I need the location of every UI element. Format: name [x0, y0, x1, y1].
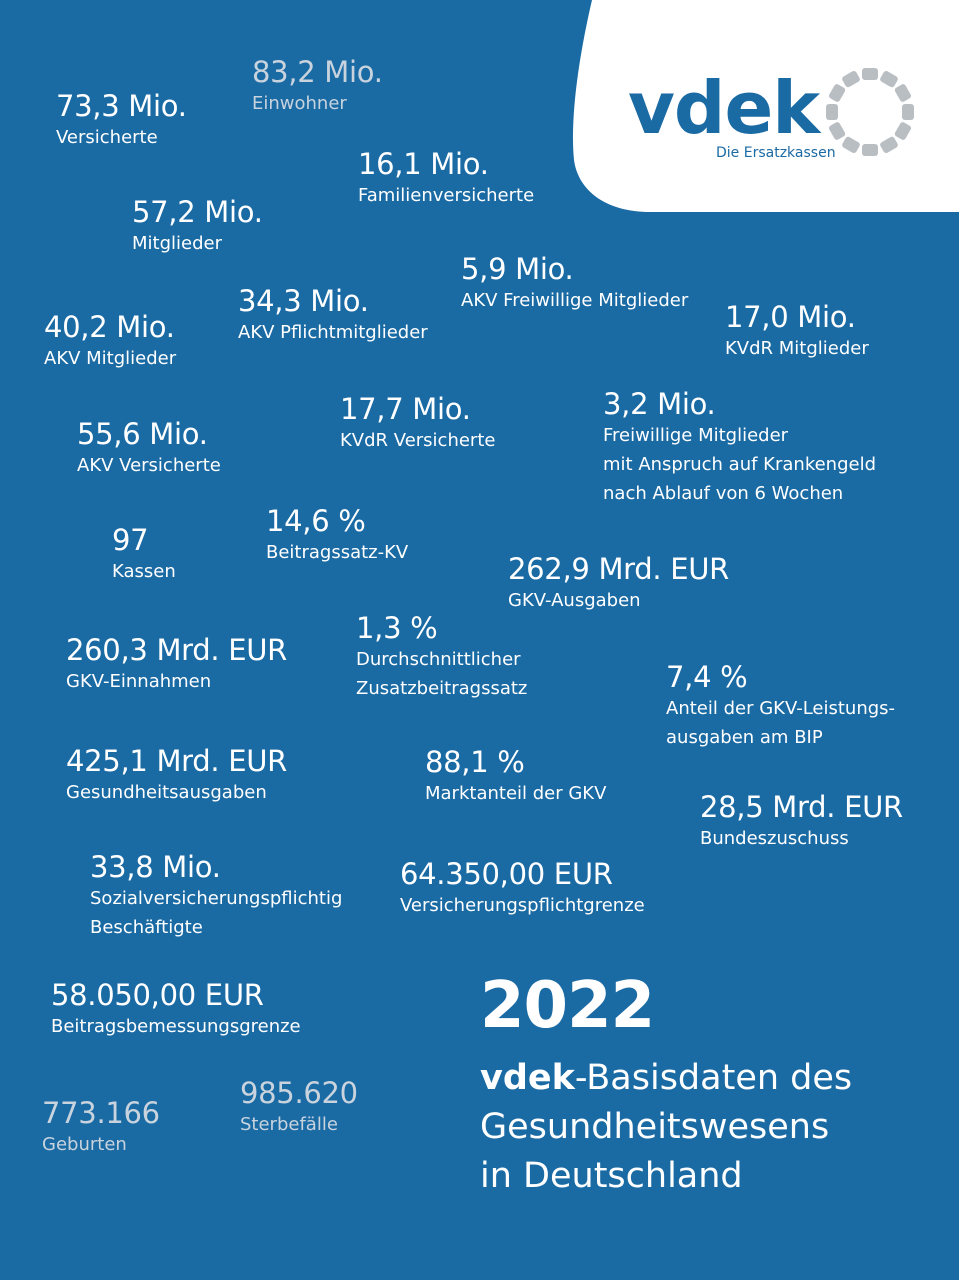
stat-beitragsbemessungsgrenze: 58.050,00 EUR Beitragsbemessungsgrenze [51, 981, 301, 1041]
subtitle-line-1: vdek-Basisdaten des [480, 1054, 852, 1103]
stat-gesundheitsausgaben: 425,1 Mrd. EUR Gesundheitsausgaben [66, 747, 287, 807]
stat-value: 262,9 Mrd. EUR [508, 552, 730, 586]
stat-label: AKV Pflichtmitglieder [238, 322, 428, 343]
ring-segment [826, 104, 838, 120]
stat-label: Geburten [42, 1134, 127, 1155]
stat-kvdr-versicherte: 17,7 Mio. KVdR Versicherte [340, 395, 495, 455]
stat-label: Kassen [112, 561, 176, 582]
stat-label: GKV-Einnahmen [66, 671, 212, 692]
ring-segment [880, 136, 898, 154]
stat-kassen: 97 Kassen [112, 526, 176, 586]
stat-label: KVdR Mitglieder [725, 338, 869, 359]
stat-value: 28,5 Mrd. EUR [700, 790, 903, 824]
ring-segment [862, 68, 878, 80]
stat-value: 17,0 Mio. [725, 300, 856, 334]
ring-segment [902, 104, 914, 120]
stat-label: AKV Mitglieder [44, 348, 177, 369]
ring-segment [842, 70, 860, 88]
stat-akv-pflichtmitglieder: 34,3 Mio. AKV Pflichtmitglieder [238, 287, 428, 347]
stat-label: Beitragssatz-KV [266, 542, 409, 563]
ring-segment [894, 84, 912, 102]
vdek-logo-wordmark: vdek [628, 66, 820, 150]
stat-akv-freiwillige-mitglieder: 5,9 Mio. AKV Freiwillige Mitglieder [461, 255, 688, 315]
stat-label: Freiwillige Mitglieder mit Anspruch auf … [603, 425, 877, 504]
stat-value: 40,2 Mio. [44, 310, 175, 344]
title-year: 2022 [480, 969, 655, 1043]
stat-value: 1,3 % [356, 611, 438, 645]
stat-sterbefaelle: 985.620 Sterbefälle [240, 1079, 358, 1139]
stat-value: 97 [112, 523, 149, 557]
stat-value: 88,1 % [425, 745, 525, 779]
stat-value: 64.350,00 EUR [400, 857, 613, 891]
subtitle-line-3: in Deutschland [480, 1156, 743, 1196]
stat-gkv-einnahmen: 260,3 Mrd. EUR GKV-Einnahmen [66, 636, 287, 696]
logo-panel [572, 0, 959, 212]
stat-freiwillige-mitglieder-krankengeld: 3,2 Mio. Freiwillige Mitglieder mit Ansp… [603, 390, 876, 508]
stat-akv-mitglieder: 40,2 Mio. AKV Mitglieder [44, 313, 176, 373]
stat-label: Bundeszuschuss [700, 828, 849, 849]
ring-segment [880, 70, 898, 88]
stat-value: 260,3 Mrd. EUR [66, 633, 288, 667]
stat-label: Gesundheitsausgaben [66, 782, 267, 803]
stat-value: 34,3 Mio. [238, 284, 369, 318]
subtitle-line-1-rest: -Basisdaten des [574, 1058, 853, 1098]
stat-value: 83,2 Mio. [252, 55, 383, 89]
stat-value: 16,1 Mio. [358, 147, 489, 181]
stat-label: Mitglieder [132, 233, 222, 254]
stat-label: Sozialversicherungspflichtig Beschäftigt… [90, 888, 343, 938]
ring-segment [828, 84, 846, 102]
stat-label: KVdR Versicherte [340, 430, 496, 451]
stat-label: Sterbefälle [240, 1114, 338, 1135]
stat-value: 773.166 [42, 1096, 160, 1130]
stat-zusatzbeitragssatz: 1,3 % Durchschnittlicher Zusatzbeitragss… [356, 614, 527, 703]
stat-marktanteil-gkv: 88,1 % Marktanteil der GKV [425, 748, 606, 808]
stat-value: 57,2 Mio. [132, 195, 263, 229]
stat-mitglieder: 57,2 Mio. Mitglieder [132, 198, 263, 258]
stat-bundeszuschuss: 28,5 Mrd. EUR Bundeszuschuss [700, 793, 903, 853]
stat-versicherte: 73,3 Mio. Versicherte [56, 92, 187, 152]
vdek-ring-logo-icon [826, 68, 914, 156]
subtitle-brand: vdek [480, 1058, 575, 1098]
ring-segment [894, 122, 912, 140]
stat-kvdr-mitglieder: 17,0 Mio. KVdR Mitglieder [725, 303, 869, 363]
stat-einwohner: 83,2 Mio. Einwohner [252, 58, 383, 118]
stat-label: AKV Freiwillige Mitglieder [461, 290, 689, 311]
stat-label: GKV-Ausgaben [508, 590, 641, 611]
stat-label: AKV Versicherte [77, 455, 221, 476]
stat-value: 33,8 Mio. [90, 850, 221, 884]
stat-anteil-gkv-bip: 7,4 % Anteil der GKV-Leistungs- ausgaben… [666, 663, 895, 752]
ring-segment [828, 122, 846, 140]
stat-value: 7,4 % [666, 660, 748, 694]
stat-value: 3,2 Mio. [603, 387, 716, 421]
stat-beitragssatz-kv: 14,6 % Beitragssatz-KV [266, 507, 408, 567]
stat-value: 14,6 % [266, 504, 366, 538]
stat-label: Marktanteil der GKV [425, 783, 607, 804]
stat-versicherungspflichtgrenze: 64.350,00 EUR Versicherungspflichtgrenze [400, 860, 645, 920]
stat-value: 985.620 [240, 1076, 358, 1110]
stat-value: 73,3 Mio. [56, 89, 187, 123]
ring-segment [842, 136, 860, 154]
stat-geburten: 773.166 Geburten [42, 1099, 160, 1159]
stat-label: Anteil der GKV-Leistungs- ausgaben am BI… [666, 698, 896, 748]
stat-gkv-ausgaben: 262,9 Mrd. EUR GKV-Ausgaben [508, 555, 729, 615]
subtitle-line-2: Gesundheitswesens [480, 1107, 830, 1147]
stat-label: Beitragsbemessungsgrenze [51, 1016, 301, 1037]
stat-sozialversicherungspflichtig-beschaeftigte: 33,8 Mio. Sozialversicherungspflichtig B… [90, 853, 342, 942]
title-subtitle: vdek-Basisdaten des Gesundheitswesens in… [480, 1054, 852, 1201]
stat-value: 425,1 Mrd. EUR [66, 744, 288, 778]
stat-label: Familienversicherte [358, 185, 535, 206]
stat-familienversicherte: 16,1 Mio. Familienversicherte [358, 150, 534, 210]
vdek-logo-tagline: Die Ersatzkassen [716, 145, 836, 161]
stat-label: Durchschnittlicher Zusatzbeitragssatz [356, 649, 528, 699]
stat-label: Versicherungspflichtgrenze [400, 895, 645, 916]
stat-akv-versicherte: 55,6 Mio. AKV Versicherte [77, 420, 221, 480]
stat-value: 5,9 Mio. [461, 252, 574, 286]
stat-value: 58.050,00 EUR [51, 978, 264, 1012]
ring-segment [862, 144, 878, 156]
stat-value: 17,7 Mio. [340, 392, 471, 426]
stat-label: Versicherte [56, 127, 158, 148]
stat-label: Einwohner [252, 93, 347, 114]
stat-value: 55,6 Mio. [77, 417, 208, 451]
